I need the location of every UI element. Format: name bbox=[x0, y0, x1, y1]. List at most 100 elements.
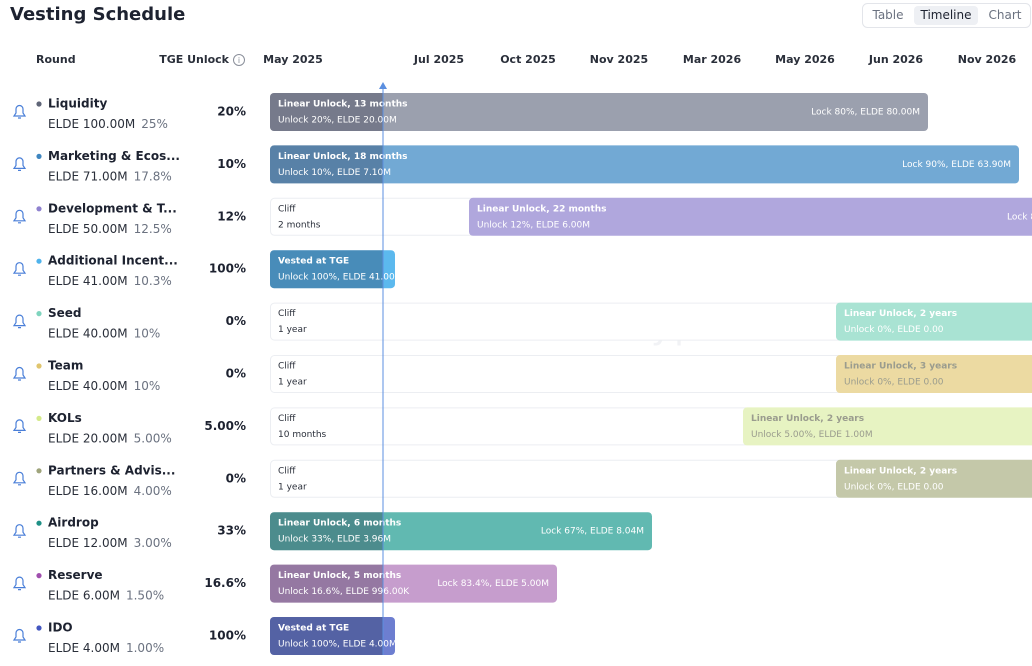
bell-icon[interactable] bbox=[12, 209, 27, 224]
amount: ELDE 6.00M bbox=[48, 588, 120, 602]
bar-detail: Unlock 100%, ELDE 41.00M bbox=[278, 273, 402, 283]
title: Vesting Schedule bbox=[10, 4, 185, 25]
bar-title: Linear Unlock, 22 months bbox=[477, 204, 607, 214]
amount: ELDE 41.00M bbox=[48, 274, 128, 288]
amount: ELDE 50.00M bbox=[48, 221, 128, 235]
bar-title: Linear Unlock, 5 months bbox=[278, 571, 401, 581]
bell-icon[interactable] bbox=[12, 524, 27, 538]
unlocked-part bbox=[270, 512, 383, 551]
cliff-title: Cliff bbox=[278, 204, 296, 214]
unlocked-part bbox=[270, 564, 383, 603]
column-header: TGE Unlock bbox=[159, 53, 229, 66]
round-dot bbox=[36, 625, 42, 631]
cliff-title: Cliff bbox=[278, 414, 296, 424]
vesting-bar[interactable] bbox=[743, 407, 1032, 446]
cliff-duration: 1 year bbox=[278, 378, 307, 388]
timeline-label: May 2025 bbox=[263, 53, 323, 66]
share: 1.50% bbox=[126, 588, 164, 602]
bell-icon[interactable] bbox=[12, 366, 27, 381]
round-amount: ELDE 40.00M 10% bbox=[48, 379, 160, 393]
vesting-bar[interactable] bbox=[270, 93, 928, 131]
bell-icon[interactable] bbox=[12, 262, 27, 276]
round-dot bbox=[36, 573, 42, 579]
cliff-title: Cliff bbox=[278, 466, 296, 476]
round-amount: ELDE 20.00M 5.00% bbox=[48, 431, 172, 445]
bell-icon[interactable] bbox=[12, 471, 27, 486]
share: 1.00% bbox=[126, 641, 164, 655]
round-name: Partners & Advis... bbox=[48, 463, 175, 477]
cliff-box bbox=[270, 302, 843, 341]
round-amount: ELDE 50.00M 12.5% bbox=[48, 221, 172, 235]
round-amount: ELDE 71.00M 17.8% bbox=[48, 169, 172, 183]
bar-title: Linear Unlock, 6 months bbox=[278, 519, 401, 529]
round-amount: ELDE 12.00M 3.00% bbox=[48, 536, 172, 550]
tab[interactable]: Chart bbox=[989, 8, 1022, 22]
bell-icon[interactable] bbox=[12, 104, 27, 119]
bell-icon[interactable] bbox=[12, 157, 27, 171]
amount: ELDE 100.00M bbox=[48, 117, 135, 131]
bar-detail: Unlock 10%, ELDE 7.10M bbox=[278, 168, 391, 178]
tab[interactable]: Timeline bbox=[919, 8, 971, 22]
bell-icon[interactable] bbox=[12, 419, 27, 433]
bar-title: Linear Unlock, 18 months bbox=[278, 152, 408, 162]
amount: ELDE 16.00M bbox=[48, 483, 128, 497]
round-name: Liquidity bbox=[48, 97, 107, 111]
timeline-label: May 2026 bbox=[775, 53, 835, 66]
round-name: Airdrop bbox=[48, 516, 99, 530]
unlocked-part bbox=[270, 250, 383, 289]
lock-label: Lock 67%, ELDE 8.04M bbox=[541, 527, 644, 537]
timeline-label: Mar 2026 bbox=[683, 53, 742, 66]
rows: Liquidity ELDE 100.00M 25% 20% Linear Unlock… bbox=[12, 93, 1032, 655]
vesting-bar[interactable] bbox=[270, 250, 395, 289]
amount: ELDE 40.00M bbox=[48, 326, 128, 340]
round-amount: ELDE 40.00M 10% bbox=[48, 326, 160, 340]
round-dot bbox=[36, 153, 42, 159]
vesting-bar[interactable] bbox=[270, 512, 652, 551]
tge-unlock: 0% bbox=[226, 471, 246, 485]
info-icon-glyph: i bbox=[238, 56, 240, 65]
share: 5.00% bbox=[134, 431, 172, 445]
round-dot bbox=[36, 363, 42, 369]
tge-unlock: 10% bbox=[217, 157, 246, 171]
cliff-title: Cliff bbox=[278, 362, 296, 372]
round-dot bbox=[36, 415, 42, 421]
vesting-bar[interactable] bbox=[836, 355, 1032, 393]
round-name: Seed bbox=[48, 306, 82, 320]
tge-unlock: 100% bbox=[209, 262, 246, 276]
round-dot bbox=[36, 206, 42, 212]
tge-unlock: 12% bbox=[217, 209, 246, 223]
bell-icon[interactable] bbox=[12, 628, 27, 643]
bar-title: Vested at TGE bbox=[278, 257, 349, 267]
bar-detail: Unlock 5.00%, ELDE 1.00M bbox=[751, 430, 873, 440]
info-icon[interactable] bbox=[233, 54, 245, 66]
vesting-bar[interactable] bbox=[270, 145, 1019, 184]
round-dot bbox=[36, 101, 42, 107]
round-name: Team bbox=[48, 359, 83, 373]
bar-detail: Unlock 100%, ELDE 4.00M bbox=[278, 640, 397, 650]
bell-icon[interactable] bbox=[12, 576, 27, 591]
amount: ELDE 12.00M bbox=[48, 536, 128, 550]
bar-title: Linear Unlock, 2 years bbox=[844, 309, 957, 319]
vesting-bar[interactable] bbox=[836, 459, 1032, 498]
vesting-bar[interactable] bbox=[469, 197, 1032, 236]
column-header: Round bbox=[36, 53, 76, 66]
amount: ELDE 40.00M bbox=[48, 379, 128, 393]
bar-title: Linear Unlock, 2 years bbox=[751, 414, 864, 424]
round-amount: ELDE 6.00M 1.50% bbox=[48, 588, 164, 602]
vesting-bar[interactable] bbox=[836, 302, 1032, 341]
bar-detail: Unlock 0%, ELDE 0.00 bbox=[844, 325, 944, 335]
bar-detail: Unlock 0%, ELDE 0.00 bbox=[844, 482, 944, 492]
lock-label: Lock 80%, ELDE 80.00M bbox=[811, 108, 920, 118]
tge-unlock: 0% bbox=[226, 367, 246, 381]
tab[interactable]: Table bbox=[871, 8, 903, 22]
bell-icon[interactable] bbox=[12, 314, 27, 329]
round-amount: ELDE 16.00M 4.00% bbox=[48, 483, 172, 497]
timeline-label: Jul 2025 bbox=[413, 53, 464, 66]
cliff-box bbox=[270, 355, 843, 393]
vesting-bar[interactable] bbox=[270, 564, 557, 603]
round-name: IDO bbox=[48, 621, 73, 635]
vesting-bar[interactable] bbox=[270, 617, 395, 655]
amount: ELDE 20.00M bbox=[48, 431, 128, 445]
